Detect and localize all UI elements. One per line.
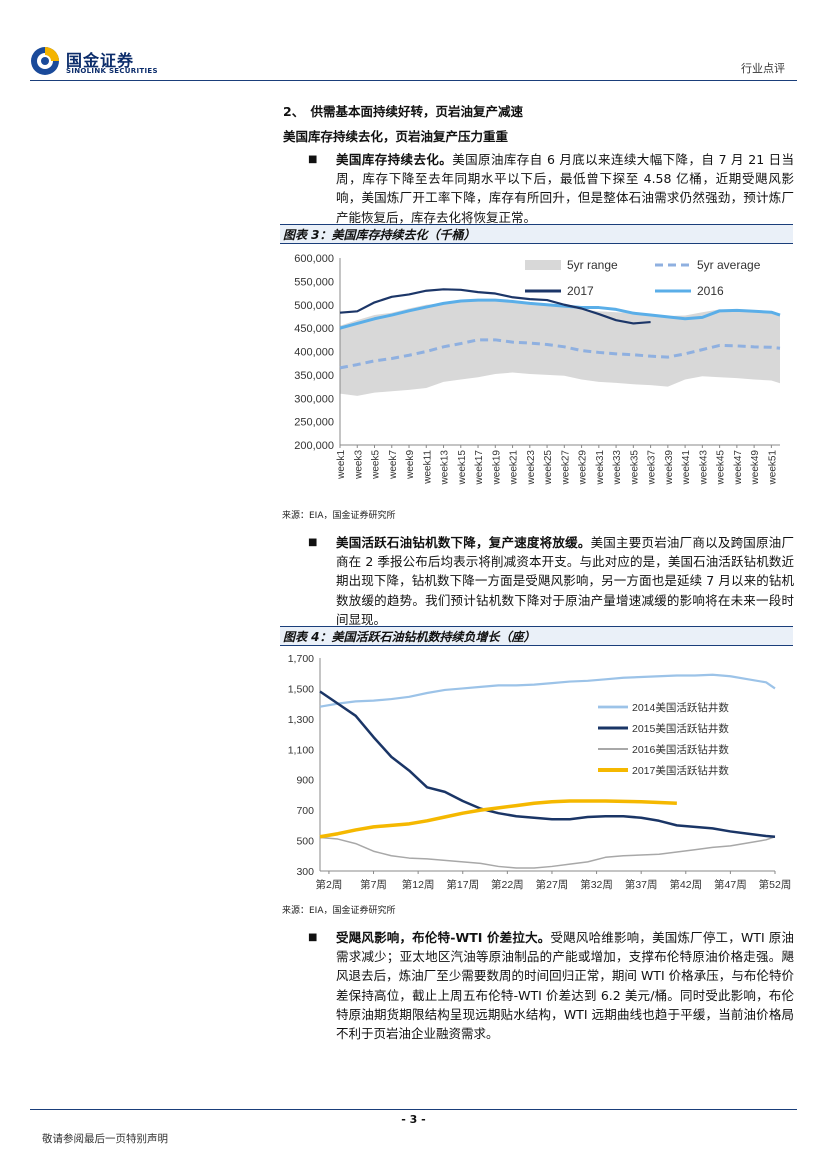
footer-disclaimer: 敬请参阅最后一页特别声明	[42, 1133, 168, 1145]
y-tick-label: 400,000	[294, 347, 334, 359]
section-subtitle: 美国库存持续去化，页岩油复产压力重重	[283, 129, 509, 144]
legend-line-2017-label: 2017美国活跃钻井数	[632, 764, 729, 777]
y-tick-label: 250,000	[294, 417, 334, 429]
y-tick-label: 200,000	[294, 440, 334, 452]
x-tick-label: week25	[543, 450, 554, 486]
x-tick-label: week21	[509, 450, 520, 486]
report-type: 行业点评	[741, 62, 785, 75]
legend-line-2015-label: 2015美国活跃钻井数	[632, 722, 729, 735]
x-tick-label: week43	[698, 450, 709, 486]
x-tick-label: week51	[767, 450, 778, 486]
x-tick-label: week13	[440, 450, 451, 486]
legend-2017-label: 2017	[567, 284, 594, 298]
line-2016	[339, 298, 781, 330]
x-tick-label: week17	[474, 450, 485, 486]
x-tick-label: week3	[353, 450, 364, 480]
x-tick-label: week35	[629, 450, 640, 486]
x-tick-label: 第2周	[315, 878, 342, 891]
y-tick-label: 550,000	[294, 276, 334, 288]
x-tick-label: 第42周	[669, 878, 702, 891]
x-tick-label: week45	[716, 450, 727, 486]
x-tick-label: week49	[750, 450, 761, 486]
x-tick-label: week47	[733, 450, 744, 486]
five-year-average-line	[339, 338, 781, 370]
legend-line-2014-label: 2014美国活跃钻井数	[632, 701, 729, 714]
legend-2016-label: 2016	[697, 284, 724, 298]
x-tick-label: week1	[336, 450, 347, 480]
paragraph-2: 美国活跃石油钻机数下降，复产速度将放缓。美国主要页岩油厂商以及跨国原油厂商在 2…	[336, 533, 794, 629]
logo-english: SINOLINK SECURITIES	[66, 67, 158, 75]
figure-4-source: 来源：EIA，国金证券研究所	[282, 906, 396, 916]
paragraph-2-body: 美国主要页岩油厂商以及跨国原油厂商在 2 季报公布后均表示将削减资本开支。与此对…	[336, 535, 794, 627]
figure-3-caption: 图表 3：美国库存持续去化（千桶）	[280, 224, 793, 244]
x-tick-label: week11	[422, 450, 433, 485]
x-tick-label: 第37周	[625, 878, 658, 891]
y-tick-label: 300	[296, 866, 314, 878]
logo-chinese: 国金证券	[66, 51, 135, 70]
x-tick-label: week15	[457, 450, 468, 486]
x-tick-label: 第7周	[360, 878, 387, 891]
y-tick-label: 300,000	[294, 393, 334, 405]
y-tick-label: 1,700	[288, 653, 314, 665]
x-tick-label: 第17周	[446, 878, 479, 891]
x-tick-label: week19	[491, 450, 502, 486]
legend-line-2016-label: 2016美国活跃钻井数	[632, 743, 729, 756]
footer-divider	[30, 1109, 797, 1110]
bullet-1-icon: ■	[308, 154, 318, 165]
line-2015	[319, 690, 776, 839]
bullet-2-icon: ■	[308, 537, 318, 548]
y-tick-label: 450,000	[294, 323, 334, 335]
bullet-3-icon: ■	[308, 932, 318, 943]
inventory-chart: 200,000 250,000 300,000 350,000 400,000 450,0…	[294, 253, 781, 486]
x-tick-label: week5	[371, 450, 382, 480]
line-2014	[319, 673, 776, 708]
x-tick-label: week31	[595, 450, 606, 486]
x-tick-label: 第47周	[714, 878, 747, 891]
y-tick-label: 350,000	[294, 370, 334, 382]
figure-3-source: 来源：EIA，国金证券研究所	[282, 511, 396, 521]
x-tick-label: 第27周	[536, 878, 569, 891]
x-tick-label: week29	[578, 450, 589, 486]
paragraph-3-body: 受飓风哈维影响，美国炼厂停工，WTI 原油需求减少；亚太地区汽油等原油制品的产能…	[336, 930, 795, 1042]
legend-5yr-range-swatch	[525, 260, 561, 270]
y-tick-label: 1,100	[288, 744, 314, 756]
x-tick-label: week9	[405, 450, 416, 480]
y-tick-label: 1,500	[288, 683, 314, 695]
rig-count-chart: 300 500 700 900 1,100 1,300 1,500 1,700 第2周 第7周 第1…	[288, 653, 792, 891]
line-2017	[319, 799, 677, 839]
paragraph-1-body: 美国原油库存自 6 月底以来连续大幅下降，自 7 月 21 日当周，库存下降至去…	[336, 152, 794, 225]
line-2017	[339, 288, 651, 325]
line-2016	[319, 836, 776, 869]
x-tick-label: week27	[560, 450, 571, 486]
paragraph-1: 美国库存持续去化。美国原油库存自 6 月底以来连续大幅下降，自 7 月 21 日…	[336, 150, 794, 227]
x-tick-label: 第12周	[402, 878, 435, 891]
x-tick-label: week33	[612, 450, 623, 486]
y-tick-label: 500,000	[294, 300, 334, 312]
paragraph-3: 受飓风影响，布伦特-WTI 价差拉大。受飓风哈维影响，美国炼厂停工，WTI 原油…	[336, 928, 794, 1043]
x-tick-label: week7	[388, 450, 399, 480]
x-tick-label: week37	[647, 450, 658, 486]
paragraph-2-lead: 美国活跃石油钻机数下降，复产速度将放缓。	[336, 535, 591, 550]
y-tick-label: 600,000	[294, 253, 334, 265]
x-tick-label: 第22周	[491, 878, 524, 891]
x-tick-label: week41	[681, 450, 692, 486]
x-tick-label: week23	[526, 450, 537, 486]
paragraph-3-lead: 受飓风影响，布伦特-WTI 价差拉大。	[336, 930, 551, 945]
section-title: 2、 供需基本面持续好转，页岩油复产减速	[283, 104, 523, 119]
y-tick-label: 900	[296, 775, 314, 787]
x-tick-label: 第52周	[759, 878, 792, 891]
x-tick-label: 第32周	[580, 878, 613, 891]
x-tick-label: week39	[664, 450, 675, 486]
page-number: - 3 -	[401, 1113, 426, 1126]
legend-5yr-average-label: 5yr average	[697, 258, 761, 272]
paragraph-1-lead: 美国库存持续去化。	[336, 152, 453, 167]
y-tick-label: 700	[296, 805, 314, 817]
header-divider	[30, 80, 797, 81]
y-tick-label: 500	[296, 836, 314, 848]
y-tick-label: 1,300	[288, 714, 314, 726]
sinolink-logo-icon	[31, 47, 59, 75]
legend-5yr-range-label: 5yr range	[567, 258, 618, 272]
figure-4-caption: 图表 4：美国活跃石油钻机数持续负增长（座）	[280, 626, 793, 646]
